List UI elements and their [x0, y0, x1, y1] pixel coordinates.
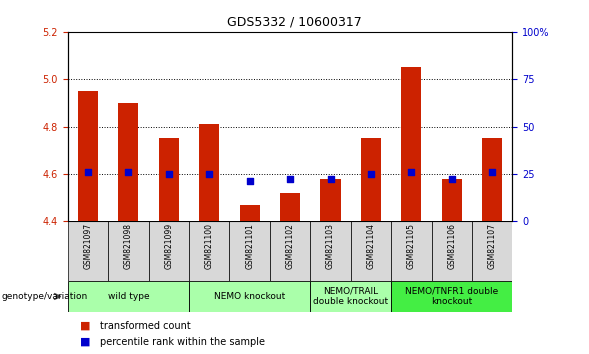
- Bar: [442, 179, 462, 221]
- Bar: [108, 221, 148, 281]
- Text: GSM821106: GSM821106: [447, 223, 456, 269]
- Bar: [68, 221, 108, 281]
- Text: GSM821105: GSM821105: [407, 223, 416, 269]
- Text: GSM821097: GSM821097: [84, 223, 92, 269]
- Point: [406, 169, 416, 175]
- Text: transformed count: transformed count: [100, 321, 191, 331]
- Point: [83, 169, 92, 175]
- Text: wild type: wild type: [108, 292, 149, 301]
- Bar: [361, 138, 381, 221]
- Bar: [199, 124, 219, 221]
- Bar: [320, 179, 340, 221]
- Text: GSM821107: GSM821107: [488, 223, 497, 269]
- Bar: [230, 221, 270, 281]
- Point: [488, 169, 497, 175]
- Bar: [158, 138, 179, 221]
- Text: NEMO/TRAIL
double knockout: NEMO/TRAIL double knockout: [313, 287, 388, 306]
- Text: GSM821103: GSM821103: [326, 223, 335, 269]
- Bar: [310, 281, 391, 312]
- Bar: [68, 281, 189, 312]
- Text: NEMO knockout: NEMO knockout: [214, 292, 285, 301]
- Bar: [482, 138, 502, 221]
- Text: ■: ■: [80, 337, 90, 347]
- Point: [164, 171, 174, 177]
- Text: GSM821098: GSM821098: [124, 223, 133, 269]
- Bar: [78, 91, 98, 221]
- Text: ■: ■: [80, 321, 90, 331]
- Text: genotype/variation: genotype/variation: [1, 292, 87, 301]
- Bar: [280, 193, 300, 221]
- Point: [204, 171, 214, 177]
- Text: GSM821101: GSM821101: [245, 223, 254, 269]
- Bar: [189, 221, 230, 281]
- Text: GSM821104: GSM821104: [366, 223, 375, 269]
- Bar: [391, 221, 432, 281]
- Bar: [350, 221, 391, 281]
- Bar: [118, 103, 138, 221]
- Bar: [432, 221, 472, 281]
- Text: NEMO/TNFR1 double
knockout: NEMO/TNFR1 double knockout: [405, 287, 498, 306]
- Point: [285, 176, 294, 182]
- Point: [366, 171, 376, 177]
- Text: GSM821099: GSM821099: [164, 223, 173, 269]
- Text: GDS5332 / 10600317: GDS5332 / 10600317: [227, 16, 362, 29]
- Bar: [240, 205, 260, 221]
- Text: percentile rank within the sample: percentile rank within the sample: [100, 337, 265, 347]
- Bar: [472, 221, 512, 281]
- Bar: [391, 281, 512, 312]
- Bar: [270, 221, 310, 281]
- Point: [245, 178, 254, 184]
- Text: GSM821102: GSM821102: [286, 223, 294, 269]
- Point: [124, 169, 133, 175]
- Point: [326, 176, 335, 182]
- Point: [447, 176, 456, 182]
- Bar: [310, 221, 350, 281]
- Bar: [189, 281, 310, 312]
- Bar: [148, 221, 189, 281]
- Bar: [401, 67, 422, 221]
- Text: GSM821100: GSM821100: [205, 223, 214, 269]
